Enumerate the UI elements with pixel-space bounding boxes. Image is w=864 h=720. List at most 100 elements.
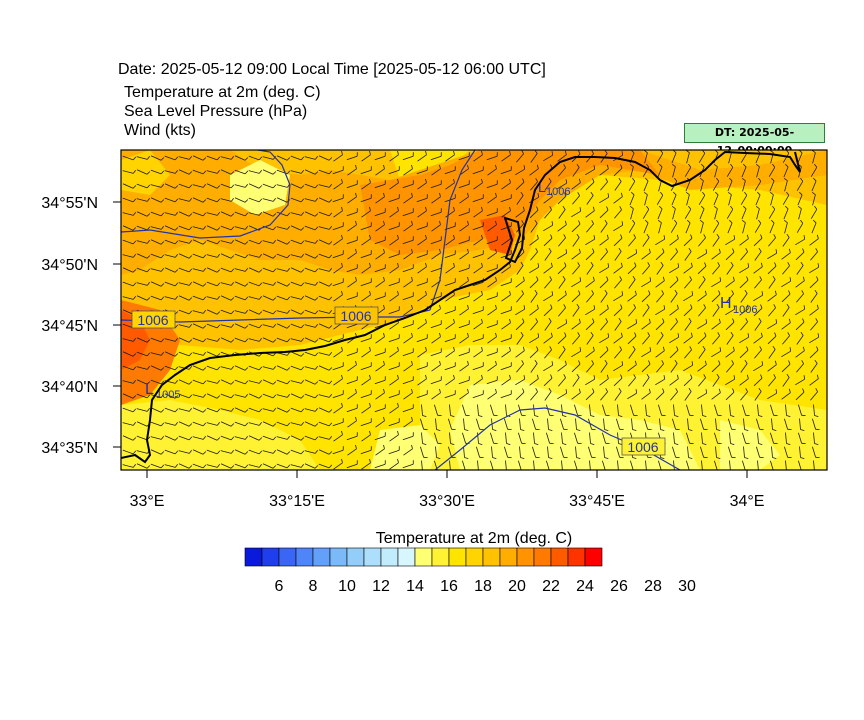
wind-barb-feather xyxy=(188,352,193,357)
wind-barb-feather xyxy=(536,206,539,211)
wind-barb-feather xyxy=(755,163,760,168)
wind-barb-shaft xyxy=(290,281,302,287)
wind-barb-shaft xyxy=(389,210,399,218)
wind-barb-shaft xyxy=(430,183,442,189)
wind-barb-feather xyxy=(620,234,623,239)
wind-barb-shaft xyxy=(698,307,706,317)
wind-barb-feather xyxy=(481,206,483,211)
wind-barb-feather xyxy=(314,407,319,412)
wind-barb-feather xyxy=(425,262,427,267)
wind-barb-feather xyxy=(146,213,151,217)
wind-barb-shaft xyxy=(754,321,762,331)
wind-barb-feather xyxy=(741,177,746,182)
wind-barb-shaft xyxy=(417,294,427,302)
wind-barb-feather xyxy=(675,472,679,473)
wind-barb-shaft xyxy=(192,323,204,329)
wind-barb-shaft xyxy=(641,363,651,373)
wind-barb-feather xyxy=(523,375,526,380)
wind-barb-shaft xyxy=(248,380,260,384)
wind-barb-feather xyxy=(649,277,652,282)
wind-barb-feather xyxy=(758,317,762,322)
wind-barb-shaft xyxy=(516,293,524,303)
wind-barb-feather xyxy=(788,318,791,323)
wind-barb-feather xyxy=(676,234,679,239)
wind-barb-shaft xyxy=(616,446,620,458)
wind-barb-shaft xyxy=(417,238,427,246)
wind-barb-shaft xyxy=(472,169,484,175)
wind-barb-feather xyxy=(286,338,291,343)
wind-barb-shaft xyxy=(458,211,470,217)
wind-barb-feather xyxy=(328,267,333,272)
wind-barb-shaft xyxy=(672,446,676,458)
wind-barb-shaft xyxy=(416,169,428,175)
wind-barb-feather xyxy=(590,331,594,336)
wind-barb-shaft xyxy=(136,156,148,160)
wind-barb-feather xyxy=(690,332,693,337)
wind-barb-feather xyxy=(369,150,371,155)
wind-barb-feather xyxy=(286,409,291,413)
wind-barb-shaft xyxy=(122,197,134,203)
wind-barb-shaft xyxy=(150,226,162,230)
wind-barb-shaft xyxy=(248,464,260,468)
wind-barb-shaft xyxy=(262,463,274,469)
wind-barb-shaft xyxy=(458,239,470,245)
wind-barb-shaft xyxy=(192,226,204,230)
wind-barb-shaft xyxy=(164,422,176,426)
wind-barb-feather xyxy=(272,465,277,469)
wind-barb-shaft xyxy=(656,293,664,303)
wind-barb-shaft xyxy=(332,337,344,343)
wind-barb-shaft xyxy=(501,182,511,190)
wind-barb-feather xyxy=(741,219,746,224)
wind-barb-shaft xyxy=(164,155,176,161)
wind-barb-shaft xyxy=(725,308,735,316)
wind-barb-feather xyxy=(534,443,539,445)
wind-barb-shaft xyxy=(627,294,637,302)
wind-barb-shaft xyxy=(459,224,469,232)
wind-barb-feather xyxy=(216,211,221,216)
wind-barb-shaft xyxy=(529,266,539,274)
wind-barb-feather xyxy=(604,457,609,459)
wind-barb-feather xyxy=(689,346,692,350)
wind-barb-feather xyxy=(314,339,319,343)
wind-barb-feather xyxy=(550,332,553,337)
wind-barb-shaft xyxy=(712,265,720,275)
wind-barb-feather xyxy=(481,346,483,351)
wind-barb-shaft xyxy=(248,197,260,203)
wind-barb-feather xyxy=(662,318,665,323)
wind-barb-feather xyxy=(272,213,277,217)
wind-barb-shaft xyxy=(809,308,819,316)
wind-barb-feather xyxy=(774,290,777,295)
wind-barb-feather xyxy=(230,436,235,441)
wind-barb-shaft xyxy=(445,322,455,330)
wind-barb-shaft xyxy=(600,391,608,401)
wind-barb-feather xyxy=(646,233,650,238)
wind-barb-feather xyxy=(564,220,567,225)
colorbar-tick-label: 6 xyxy=(275,578,284,595)
wind-barb-feather xyxy=(286,157,291,161)
wind-barb-feather xyxy=(520,429,525,431)
wind-barb-shaft xyxy=(614,349,622,359)
wind-barb-shaft xyxy=(444,253,456,259)
wind-barb-feather xyxy=(160,199,165,203)
colorbar-tick-label: 12 xyxy=(372,578,390,595)
wind-barb-feather xyxy=(646,373,650,378)
wind-barb-feather xyxy=(328,241,333,245)
wind-barb-shaft xyxy=(248,449,260,455)
wind-barb-feather xyxy=(537,333,540,338)
wind-barb-feather xyxy=(702,150,706,154)
wind-barb-shaft xyxy=(333,182,343,190)
wind-barb-feather xyxy=(592,346,595,351)
wind-barb-feather xyxy=(495,360,497,365)
wind-barb-shaft xyxy=(711,392,721,400)
wind-barb-feather xyxy=(563,472,567,473)
wind-barb-shaft xyxy=(767,392,777,400)
wind-barb-feather xyxy=(660,150,664,154)
wind-barb-feather xyxy=(258,337,263,342)
wind-barb-shaft xyxy=(644,152,648,164)
wind-barb-feather xyxy=(160,380,165,385)
wind-barb-shaft xyxy=(742,432,746,444)
wind-barb-shaft xyxy=(360,197,372,203)
wind-barb-shaft xyxy=(164,296,176,300)
wind-barb-feather xyxy=(272,365,277,370)
wind-barb-shaft xyxy=(589,404,591,416)
